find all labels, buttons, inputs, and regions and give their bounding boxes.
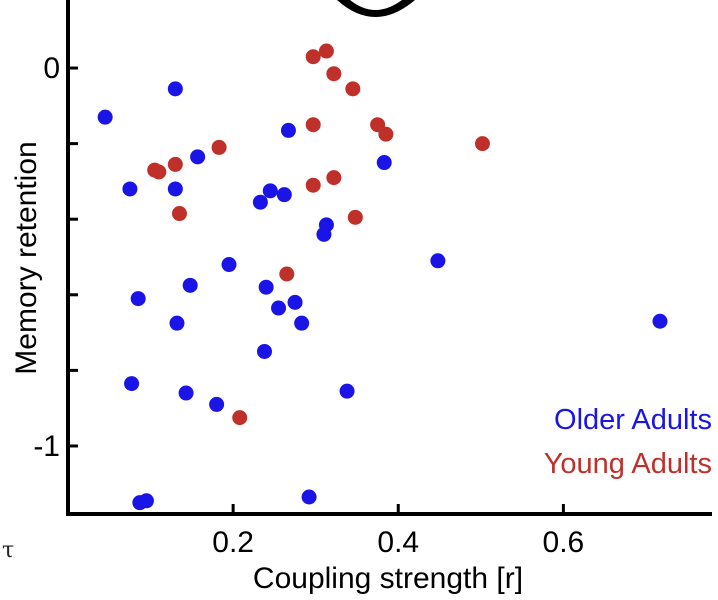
point-older-adults <box>167 181 183 197</box>
point-older-adults <box>167 81 183 97</box>
point-young-adults <box>474 136 490 152</box>
x-ticks: 0.2 0.4 0.6 <box>212 504 584 559</box>
point-older-adults <box>316 226 332 242</box>
plot-area: 0 -1 0.2 0.4 0.6 <box>33 0 712 559</box>
point-older-adults <box>124 376 140 392</box>
point-young-adults <box>378 126 394 142</box>
legend-young-adults: Young Adults <box>544 448 712 480</box>
point-young-adults <box>147 162 163 178</box>
top-edge-fragment <box>337 0 415 17</box>
point-older-adults <box>138 493 154 509</box>
point-older-adults <box>271 300 287 316</box>
point-young-adults <box>345 81 361 97</box>
y-tick-label: 0 <box>43 52 60 85</box>
point-older-adults <box>301 489 317 505</box>
legend: Older Adults Young Adults <box>544 404 712 480</box>
x-tick-label: 0.2 <box>212 526 254 559</box>
point-young-adults <box>305 177 321 193</box>
point-older-adults <box>294 315 310 331</box>
x-axis-label: Coupling strength [r] <box>253 562 523 595</box>
point-older-adults <box>262 183 278 199</box>
point-young-adults <box>318 43 334 59</box>
point-older-adults <box>430 253 446 269</box>
y-tick-label: -1 <box>33 430 60 463</box>
point-older-adults <box>221 257 237 273</box>
point-young-adults <box>232 410 248 426</box>
point-older-adults <box>97 109 113 125</box>
legend-older-adults: Older Adults <box>554 404 712 436</box>
point-older-adults <box>257 343 273 359</box>
point-older-adults <box>182 277 198 293</box>
point-young-adults <box>305 49 321 65</box>
point-older-adults <box>376 155 392 171</box>
point-older-adults <box>287 294 303 310</box>
point-older-adults <box>209 396 225 412</box>
point-older-adults <box>178 385 194 401</box>
point-young-adults <box>171 206 187 222</box>
point-young-adults <box>326 66 342 82</box>
y-ticks: 0 -1 <box>33 52 78 463</box>
point-older-adults <box>258 279 274 295</box>
x-tick-label: 0.6 <box>543 526 585 559</box>
point-young-adults <box>279 266 295 282</box>
y-axis-label: Memory retention <box>10 141 43 374</box>
point-older-adults <box>280 122 296 138</box>
x-tick-label: 0.4 <box>377 526 419 559</box>
point-older-adults <box>276 187 292 203</box>
point-older-adults <box>130 291 146 307</box>
point-young-adults <box>347 209 363 225</box>
point-young-adults <box>326 170 342 186</box>
point-older-adults <box>339 383 355 399</box>
point-older-adults <box>652 313 668 329</box>
point-older-adults <box>252 194 268 210</box>
point-young-adults <box>167 156 183 172</box>
data-points <box>97 43 668 511</box>
point-older-adults <box>190 149 206 165</box>
point-older-adults <box>122 181 138 197</box>
point-young-adults <box>211 139 227 155</box>
point-older-adults <box>169 315 185 331</box>
point-young-adults <box>305 117 321 133</box>
edge-glyph: τ <box>2 538 14 563</box>
